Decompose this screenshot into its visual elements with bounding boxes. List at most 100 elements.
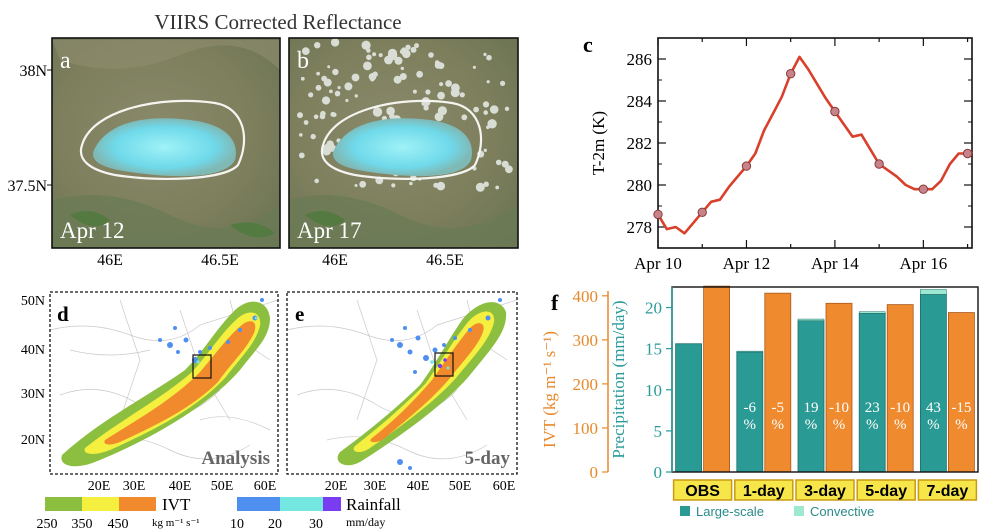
cloud-speck (487, 119, 497, 129)
ivt-bar (825, 302, 853, 473)
cloud-speck (399, 49, 406, 55)
cloud-speck (366, 48, 371, 53)
cloud-speck (361, 40, 371, 50)
cloud-speck (332, 68, 339, 76)
cloud-speck (486, 80, 490, 84)
ivt-swatch-250 (45, 497, 82, 511)
cloud-speck (500, 80, 506, 86)
cloud-speck (386, 106, 395, 116)
cloud-speck (314, 42, 321, 49)
cloud-speck (504, 106, 510, 112)
category-label: 1-day (743, 483, 785, 500)
panel-b: b Apr 17 46E 46.5E (288, 37, 519, 269)
panel-f-letter: f (551, 290, 559, 315)
cloud-speck (337, 86, 341, 90)
ivt-tick-label: 400 (573, 287, 599, 306)
cloud-speck (330, 38, 340, 47)
cloud-speck (483, 148, 487, 152)
category-label: 3-day (804, 483, 846, 500)
temperature-marker (830, 106, 840, 117)
cloud-speck (505, 165, 513, 174)
panel-d-lon-20e: 20E (88, 479, 111, 494)
x-tick-label: Apr 12 (723, 254, 771, 273)
cloud-speck (482, 101, 490, 108)
cloud-speck (323, 78, 332, 87)
cloud-speck (483, 181, 489, 187)
cloud-speck (344, 82, 353, 91)
cloud-speck (489, 105, 499, 114)
large-scale-bar (920, 293, 947, 473)
cloud-speck (329, 89, 333, 94)
panel-e-lon-20e: 20E (325, 479, 348, 494)
cloud-speck (354, 184, 358, 187)
cloud-speck (405, 44, 411, 50)
cloud-speck (412, 89, 417, 94)
cloud-speck (414, 43, 419, 49)
precip-pct-label: -6% (744, 400, 757, 433)
cloud-speck (316, 71, 320, 76)
cloud-speck (345, 98, 349, 103)
convective-bar (858, 311, 886, 314)
convective-bar (920, 289, 947, 295)
cloud-speck (303, 120, 309, 125)
cloud-speck (445, 80, 452, 87)
rain-swatch-30 (323, 497, 341, 511)
legend-label-large-scale: Large-scale (696, 504, 764, 519)
cloud-speck (436, 181, 446, 191)
panel-f-bar-chart: f OBS -6 % -5 % 1-day 19 % -10 % 3-day 23 % -10 % 5-day… (540, 285, 979, 519)
cloud-speck (434, 61, 443, 69)
cloud-speck (334, 90, 341, 97)
ivt-pct-label: -10% (829, 400, 849, 433)
large-scale-bar (736, 351, 764, 473)
cloud-speck (475, 182, 485, 192)
rainfall-legend: Rainfall 10 20 30 mm/day (230, 495, 401, 532)
temperature-marker (697, 207, 707, 218)
ivt-tick-250: 250 (37, 517, 58, 532)
category-label: 7-day (927, 483, 969, 500)
cloud-speck (439, 82, 444, 87)
cloud-speck (437, 106, 447, 116)
temperature-marker (741, 161, 752, 171)
ivt-pct-label: -10% (890, 400, 910, 433)
panel-c-frame (657, 37, 973, 249)
cloud-speck (314, 178, 320, 184)
cloud-speck (366, 54, 372, 61)
cloud-speck (351, 73, 360, 82)
panel-d-lon-30e: 30E (123, 479, 146, 494)
cloud-speck (315, 84, 322, 91)
rain-swatch-10 (237, 497, 280, 511)
map-lat-20n: 20N (21, 433, 45, 448)
y-tick-label: 278 (627, 218, 653, 237)
ivt-tick-350: 350 (72, 517, 93, 532)
cloud-speck (495, 159, 502, 166)
cloud-speck (425, 89, 431, 95)
cloud-speck (354, 94, 358, 98)
rain-legend-title: Rainfall (346, 495, 401, 514)
precip-tick-label: 15 (645, 340, 662, 359)
ivt-legend-units: kg m⁻¹ s⁻¹ (152, 517, 200, 529)
cloud-speck (359, 180, 367, 188)
cloud-speck (319, 113, 326, 120)
panel-a-lon-46-5e: 46.5E (201, 252, 239, 269)
ivt-bar (703, 285, 730, 473)
rain-tick-30: 30 (309, 517, 323, 532)
cloud-speck (330, 111, 336, 117)
ivt-swatch-350 (82, 497, 119, 511)
y-tick-label: 286 (627, 50, 653, 69)
cloud-speck (410, 46, 417, 53)
legend-swatch-convective (794, 506, 804, 516)
cloud-speck (483, 110, 489, 115)
panel-a-lon-46e: 46E (97, 252, 123, 269)
lat-tick-38n: 38N (19, 63, 47, 80)
legend-label-convective: Convective (810, 504, 874, 519)
panel-b-lon-46-5e: 46.5E (426, 252, 464, 269)
precip-axis-label: Precipitation (mm/day) (609, 300, 628, 458)
category-box (795, 479, 855, 501)
panel-e-lon-50e: 50E (449, 479, 472, 494)
panel-e: e 5-day 20E 30E 40E 50E 60E (286, 291, 518, 494)
cloud-speck (391, 183, 396, 188)
ivt-legend-title: IVT (162, 495, 191, 514)
panel-e-lon-40e: 40E (407, 479, 430, 494)
cloud-speck (378, 53, 383, 58)
large-scale-bar (858, 312, 886, 473)
